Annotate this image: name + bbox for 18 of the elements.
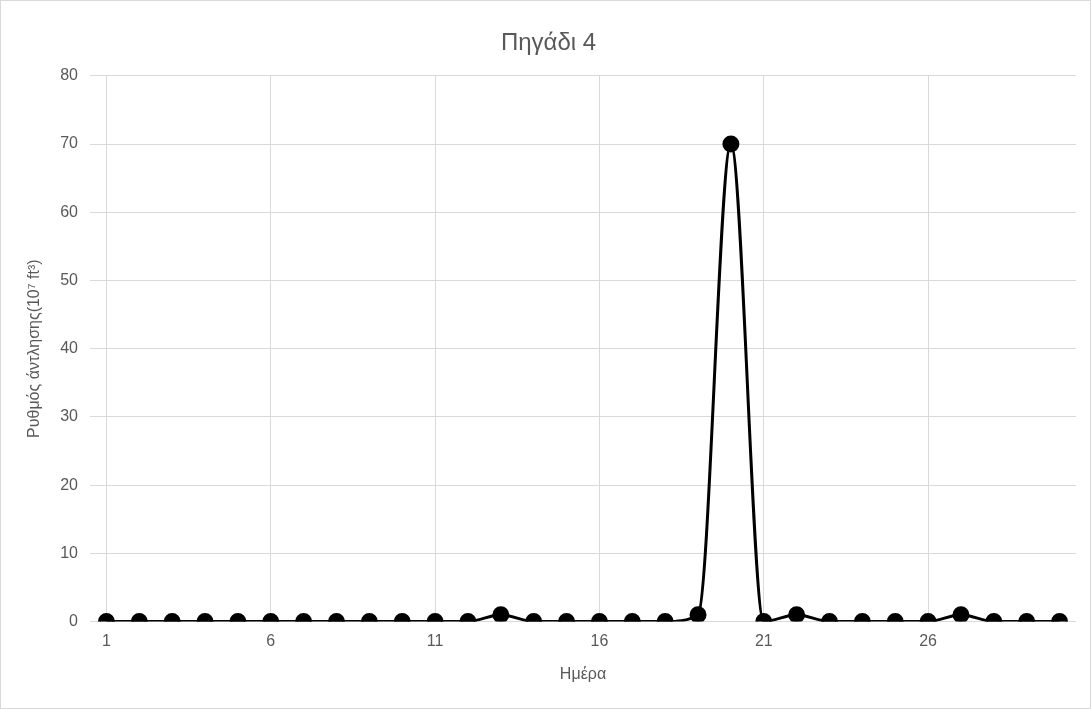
- y-tick-label: 20: [60, 475, 79, 493]
- y-tick-label: 0: [69, 612, 79, 630]
- y-tick-label: 70: [60, 134, 79, 152]
- y-tick-label: 80: [60, 66, 79, 84]
- x-tick-label: 1: [101, 631, 111, 649]
- x-tick-label: 26: [919, 631, 938, 649]
- chart-title: Πηγάδι 4: [500, 28, 597, 56]
- x-tick-label: 11: [426, 631, 444, 649]
- x-tick-label: 6: [266, 631, 276, 649]
- y-tick-label: 30: [60, 407, 79, 425]
- y-tick-label: 10: [60, 543, 79, 561]
- y-tick-label: 60: [60, 202, 79, 220]
- x-axis-title: Ημέρα: [559, 664, 607, 682]
- y-tick-label: 50: [60, 270, 79, 288]
- x-tick-label: 16: [590, 631, 609, 649]
- y-axis-title: Ρυθμός άντλησης(10⁷ ft³): [25, 259, 43, 438]
- y-tick-label: 40: [60, 339, 79, 357]
- x-tick-label: 21: [754, 631, 773, 649]
